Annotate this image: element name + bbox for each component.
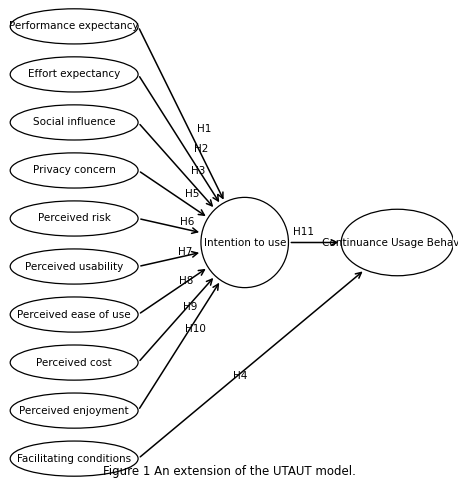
Ellipse shape [10, 441, 138, 476]
Text: Perceived ease of use: Perceived ease of use [17, 310, 131, 320]
Text: Intention to use: Intention to use [203, 238, 286, 248]
Text: Effort expectancy: Effort expectancy [28, 70, 120, 80]
Ellipse shape [10, 9, 138, 44]
Text: Perceived risk: Perceived risk [38, 214, 110, 224]
Ellipse shape [10, 249, 138, 284]
Ellipse shape [10, 297, 138, 332]
Text: H6: H6 [180, 216, 194, 226]
Text: H7: H7 [178, 248, 192, 258]
Text: Continuance Usage Behavior: Continuance Usage Behavior [322, 238, 458, 248]
Text: Privacy concern: Privacy concern [33, 166, 115, 175]
Text: Performance expectancy: Performance expectancy [9, 22, 139, 32]
Ellipse shape [10, 57, 138, 92]
Text: H1: H1 [197, 124, 212, 134]
Text: Perceived enjoyment: Perceived enjoyment [19, 406, 129, 415]
Ellipse shape [10, 345, 138, 380]
Text: H2: H2 [194, 144, 209, 154]
Ellipse shape [10, 393, 138, 428]
Text: Facilitating conditions: Facilitating conditions [17, 454, 131, 464]
Ellipse shape [341, 209, 453, 276]
Text: Figure 1 An extension of the UTAUT model.: Figure 1 An extension of the UTAUT model… [103, 464, 355, 477]
Text: H11: H11 [293, 227, 314, 237]
Text: H8: H8 [180, 276, 194, 286]
Ellipse shape [201, 198, 289, 288]
Text: H4: H4 [233, 370, 248, 380]
Text: H3: H3 [191, 166, 205, 175]
Text: Perceived usability: Perceived usability [25, 262, 123, 272]
Ellipse shape [10, 153, 138, 188]
Text: Social influence: Social influence [33, 118, 115, 128]
Text: H9: H9 [183, 302, 197, 312]
Text: H5: H5 [185, 189, 200, 199]
Ellipse shape [10, 201, 138, 236]
Text: H10: H10 [185, 324, 207, 334]
Text: Perceived cost: Perceived cost [36, 358, 112, 368]
Ellipse shape [10, 105, 138, 140]
